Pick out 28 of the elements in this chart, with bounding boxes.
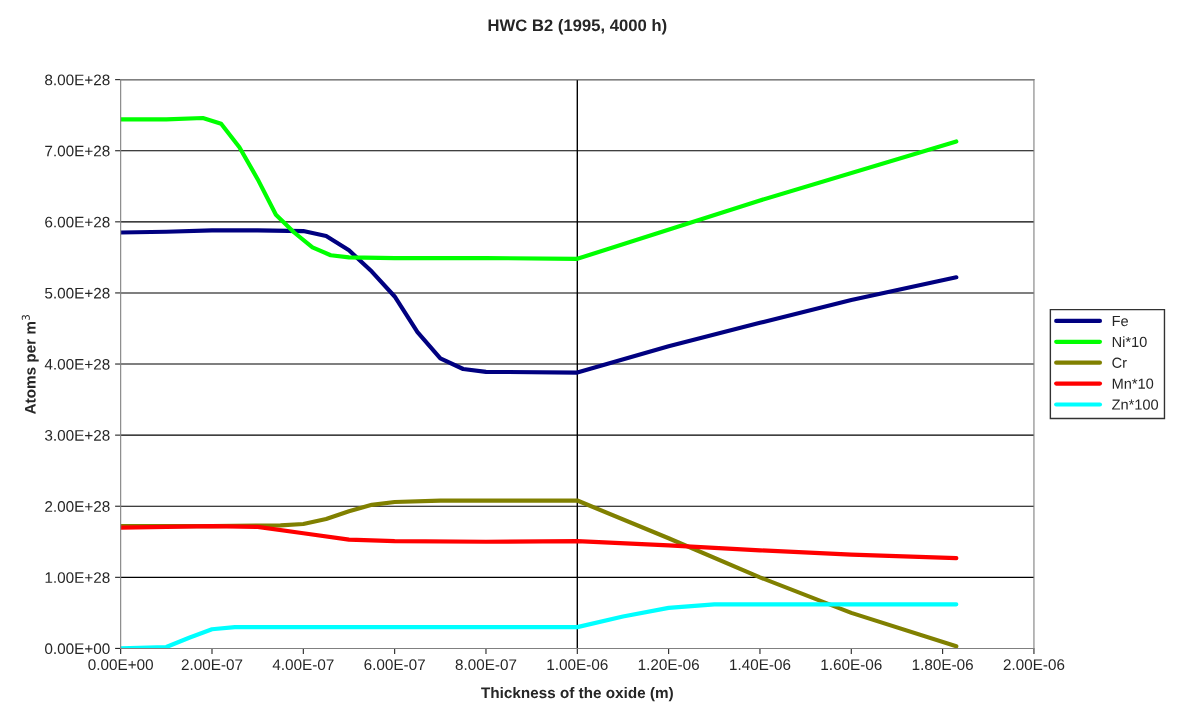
- legend-label: Zn*100: [1112, 399, 1159, 410]
- y-tick-label: 7.00E+28: [45, 145, 110, 157]
- x-tick-label: 1.80E-06: [912, 659, 973, 671]
- x-tick-label: 2.00E-07: [181, 659, 243, 671]
- y-tick-label: 5.00E+28: [45, 287, 110, 299]
- x-tick-label: 2.00E-06: [1003, 659, 1065, 671]
- legend-label: Mn*10: [1112, 378, 1154, 389]
- x-tick-label: 0.00E+00: [88, 659, 153, 671]
- y-tick-label: 4.00E+28: [44, 358, 110, 370]
- x-tick-label: 6.00E-07: [364, 659, 425, 671]
- y-axis-title: Atoms per m$^{3}$: [21, 314, 39, 415]
- x-tick-label: 1.40E-06: [730, 659, 791, 671]
- y-tick-label: 8.00E+28: [45, 74, 110, 86]
- y-tick-label: 2.00E+28: [45, 501, 110, 512]
- legend-label: Cr: [1112, 357, 1127, 368]
- x-tick-label: 4.00E-07: [272, 659, 334, 671]
- y-tick-label: 3.00E+28: [44, 430, 110, 441]
- chart-title: HWC B2 (1995, 4000 h): [488, 18, 667, 35]
- x-tick-label: 1.60E-06: [821, 659, 882, 671]
- legend-label: Fe: [1112, 316, 1128, 327]
- legend-label: Ni*10: [1112, 336, 1147, 348]
- y-tick-label: 6.00E+28: [45, 216, 110, 228]
- x-tick-label: 8.00E-07: [455, 659, 517, 671]
- x-tick-label: 1.20E-06: [638, 659, 699, 671]
- y-tick-label: 1.00E+28: [45, 572, 110, 584]
- y-tick-label: 0.00E+00: [45, 643, 110, 655]
- x-axis-title: Thickness of the oxide (m): [481, 686, 673, 702]
- x-tick-label: 1.00E-06: [547, 659, 608, 671]
